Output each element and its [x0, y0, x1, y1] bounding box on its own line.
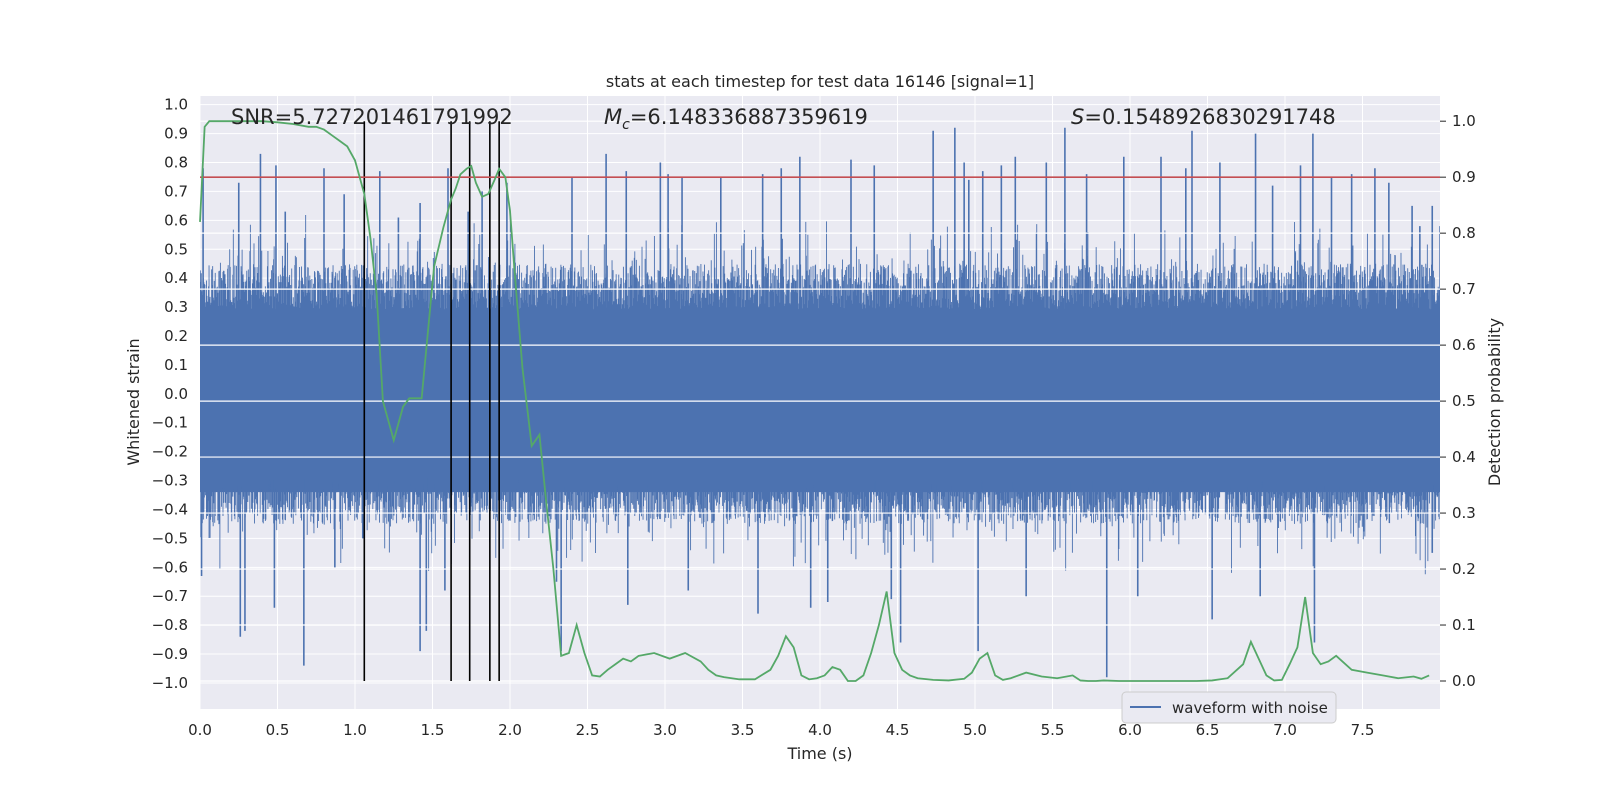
y-left-tick-label: −0.6 [152, 558, 188, 576]
strain-series [200, 127, 1440, 678]
mc-annotation: Mc=6.148336887359619 [604, 105, 868, 133]
legend-box [1121, 691, 1337, 724]
x-axis-label: Time (s) [786, 744, 852, 763]
y-right-tick-label: 0.0 [1452, 672, 1476, 690]
y-right-tick-label: 0.4 [1452, 448, 1476, 466]
y-left-tick-label: 0.5 [164, 240, 188, 258]
y-left-tick-label: 0.2 [164, 327, 188, 345]
x-tick-label: 6.0 [1118, 721, 1142, 739]
x-tick-label: 0.0 [188, 721, 212, 739]
s-annotation: S=0.1548926830291748 [1071, 105, 1336, 129]
x-tick-label: 1.5 [421, 721, 445, 739]
x-tick-label: 5.0 [963, 721, 987, 739]
x-tick-label: 1.0 [343, 721, 367, 739]
y-right-tick-label: 0.5 [1452, 392, 1476, 410]
x-tick-label: 4.0 [808, 721, 832, 739]
y-right-tick-label: 0.9 [1452, 168, 1476, 186]
y-left-tick-label: −0.8 [152, 616, 188, 634]
y-right-tick-label: 1.0 [1452, 112, 1476, 130]
mc-symbol: M [604, 105, 622, 129]
y-left-tick-label: −0.1 [152, 414, 188, 432]
y-right-ticks: 1.0 0.9 0.8 0.7 0.6 0.5 0.4 0.3 0.2 0.1 0.0 [1440, 112, 1476, 690]
y-right-tick-label: 0.6 [1452, 336, 1476, 354]
probability-line [199, 120, 1430, 682]
y-left-tick-label: 0.8 [164, 154, 188, 172]
y-left-tick-label: −1.0 [152, 674, 188, 692]
y-right-tick-label: 0.2 [1452, 560, 1476, 578]
y-left-tick-label: 0.7 [164, 182, 188, 200]
y-left-tick-label: 0.6 [164, 211, 188, 229]
y-left-tick-label: −0.3 [152, 472, 188, 490]
legend-label: waveform with noise [1172, 699, 1328, 717]
mc-value: =6.148336887359619 [630, 105, 868, 129]
y-right-tick-label: 0.3 [1452, 504, 1476, 522]
x-tick-label: 6.5 [1196, 721, 1220, 739]
x-ticks: 0.0 0.5 1.0 1.5 2.0 2.5 3.0 3.5 4.0 4.5 5.0 5.5 6.0 6… [188, 721, 1374, 739]
y-left-tick-label: −0.2 [152, 443, 188, 461]
y-left-axis-label: Whitened strain [124, 338, 143, 465]
y-left-tick-label: 0.4 [164, 269, 188, 287]
x-tick-label: 7.0 [1273, 721, 1297, 739]
x-tick-label: 0.5 [266, 721, 290, 739]
y-left-tick-label: 1.0 [164, 96, 188, 114]
y-left-tick-label: −0.5 [152, 529, 188, 547]
s-symbol: S [1071, 105, 1084, 129]
x-tick-label: 3.5 [731, 721, 755, 739]
x-tick-label: 2.5 [576, 721, 600, 739]
y-right-axis-label: Detection probability [1485, 318, 1504, 486]
legend: waveform with noise [1121, 691, 1337, 724]
x-tick-label: 2.0 [498, 721, 522, 739]
y-left-tick-label: 0.1 [164, 356, 188, 374]
chart-title: stats at each timestep for test data 161… [606, 72, 1034, 91]
s-value: =0.1548926830291748 [1084, 105, 1335, 129]
snr-annotation: SNR=5.727201461791992 [231, 105, 513, 129]
x-tick-label: 7.5 [1351, 721, 1375, 739]
x-tick-label: 4.5 [886, 721, 910, 739]
mc-subscript: c [622, 117, 630, 133]
y-left-ticks: 1.0 0.9 0.8 0.7 0.6 0.5 0.4 0.3 0.2 0.1 0.0 −0.1 −0.… [152, 96, 188, 692]
y-right-tick-label: 0.1 [1452, 616, 1476, 634]
y-right-tick-label: 0.7 [1452, 280, 1476, 298]
x-tick-label: 3.0 [653, 721, 677, 739]
y-left-tick-label: −0.4 [152, 500, 188, 518]
y-left-tick-label: −0.7 [152, 587, 188, 605]
y-left-tick-label: −0.9 [152, 645, 188, 663]
x-tick-label: 5.5 [1041, 721, 1065, 739]
vertical-lines [363, 121, 500, 682]
y-left-tick-label: 0.9 [164, 125, 188, 143]
y-left-tick-label: 0.0 [164, 385, 188, 403]
y-right-tick-label: 0.8 [1452, 224, 1476, 242]
y-left-tick-label: 0.3 [164, 298, 188, 316]
